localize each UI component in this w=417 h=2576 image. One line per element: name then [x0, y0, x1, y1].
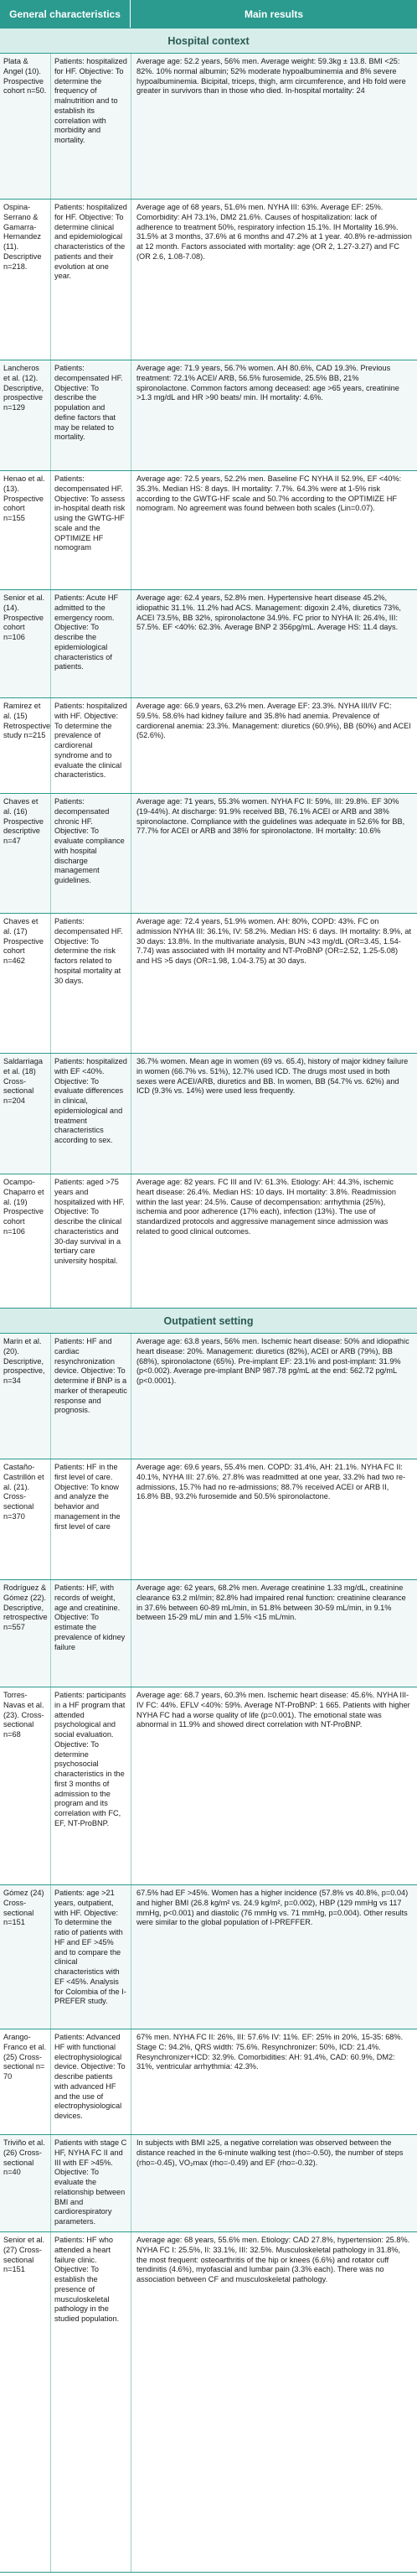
study-reference: Torres-Navas et al. (23). Cross-sectiona…	[3, 1691, 44, 1739]
patients-objective: Patients: HF, with records of weight, ag…	[50, 1580, 131, 1687]
patients-objective: Patients: decompensated chronic HF. Obje…	[50, 794, 131, 913]
patients-objective: Patients: Advanced HF with functional el…	[50, 2029, 131, 2134]
patients-objective: Patients: hospitalized for HF. Objective…	[50, 200, 131, 360]
study-reference: Senior et al. (14). Prospective cohort n…	[3, 593, 45, 642]
table-row: Arango-Franco et al. (25) Cross-sectiona…	[0, 2029, 417, 2134]
main-results: Average age: 62 years, 68.2% men. Averag…	[131, 1580, 417, 1687]
patients-objective: Patients: aged >75 years and hospitalize…	[50, 1174, 131, 1308]
table-row: Ospina-Serrano & Gamarra-Hernandez (11).…	[0, 199, 417, 360]
study-reference: Marin et al. (20). Descriptive, prospect…	[3, 1337, 45, 1386]
main-results: Average age: 68.7 years, 60.3% men. Isch…	[131, 1687, 417, 1884]
main-results: In subjects with BMI ≥25, a negative cor…	[131, 2135, 417, 2231]
study-reference: Henao et al. (13). Prospective cohort n=…	[3, 474, 45, 523]
study-reference: Ocampo-Chaparro et al. (19) Prospective …	[3, 1178, 44, 1236]
patients-objective: Patients with stage C HF, NYHA FC II and…	[50, 2135, 131, 2231]
table-row: Ocampo-Chaparro et al. (19) Prospective …	[0, 1174, 417, 1308]
study-reference: Ospina-Serrano & Gamarra-Hernandez (11).…	[3, 203, 42, 271]
table-row: Marin et al. (20). Descriptive, prospect…	[0, 1333, 417, 1459]
main-results: 67% men. NYHA FC II: 26%, III: 57.6% IV:…	[131, 2029, 417, 2134]
table-row: Castaño-Castrillón et al. (21). Cross-se…	[0, 1459, 417, 1579]
table-row: Senior et al. (14). Prospective cohort n…	[0, 589, 417, 697]
main-results: Average age: 68 years, 55.6% men. Etiolo…	[131, 2232, 417, 2572]
study-reference: Castaño-Castrillón et al. (21). Cross-se…	[3, 1463, 44, 1521]
table-row: Torres-Navas et al. (23). Cross-sectiona…	[0, 1687, 417, 1884]
study-reference: Saldarriaga et al. (18) Cross-sectional …	[3, 1057, 43, 1106]
table-row: Gómez (24) Cross-sectional n=151 Patients…	[0, 1884, 417, 2029]
main-results: Average age: 52.2 years, 56% men. Averag…	[131, 54, 417, 199]
table-row: Chaves et al. (16) Prospective descripti…	[0, 793, 417, 913]
study-reference: Lancheros et al. (12). Descriptive, pros…	[3, 364, 44, 412]
header-main-results: Main results	[244, 8, 304, 20]
patients-objective: Patients: Acute HF admitted to the emerg…	[50, 590, 131, 697]
main-results: Average age: 71.9 years, 56.7% women. AH…	[131, 360, 417, 470]
table-header: General characteristics Main results	[0, 0, 417, 28]
main-results: Average age: 63.8 years, 56% men. Ischem…	[131, 1334, 417, 1459]
table-row: Henao et al. (13). Prospective cohort n=…	[0, 470, 417, 589]
table-row: Triviño et al. (26) Cross-sectional n=40…	[0, 2134, 417, 2231]
main-results: 36.7% women. Mean age in women (69 vs. 6…	[131, 1054, 417, 1174]
main-results: Average age: 71 years, 55.3% women. NYHA…	[131, 794, 417, 913]
patients-objective: Patients: hospitalized with HF. Objectiv…	[50, 698, 131, 793]
table-row: Saldarriaga et al. (18) Cross-sectional …	[0, 1053, 417, 1174]
table-row: Lancheros et al. (12). Descriptive, pros…	[0, 360, 417, 470]
table-row: Chaves et al. (17) Prospective cohort n=…	[0, 913, 417, 1053]
study-reference: Ramirez et al. (15) Retrospective study …	[3, 702, 51, 740]
table-row: Rodríguez & Gómez (22). Descriptive, ret…	[0, 1579, 417, 1687]
study-reference: Triviño et al. (26) Cross-sectional n=40	[3, 2138, 45, 2177]
main-results: Average age: 72.5 years, 52.2% men. Base…	[131, 471, 417, 589]
header-general-characteristics: General characteristics	[0, 0, 131, 28]
patients-objective: Patients: decompensated HF. Objective: T…	[50, 360, 131, 470]
patients-objective: Patients: decompensated HF. Objective: T…	[50, 471, 131, 589]
main-results: 67.5% had EF >45%. Women has a higher in…	[131, 1885, 417, 2029]
table-row: Ramirez et al. (15) Retrospective study …	[0, 697, 417, 793]
study-reference: Chaves et al. (17) Prospective cohort n=…	[3, 917, 44, 966]
section-hospital-context: Hospital context	[0, 28, 417, 54]
study-reference: Senior et al. (27) Cross-sectional n=151	[3, 2236, 45, 2274]
study-reference: Plata & Angel (10). Prospective cohort n…	[3, 57, 47, 96]
patients-objective: Patients: decompensated HF. Objective: T…	[50, 914, 131, 1053]
study-reference: Gómez (24) Cross-sectional n=151	[3, 1889, 44, 1927]
patients-objective: Patients: hospitalized with EF <40%. Obj…	[50, 1054, 131, 1174]
table-bottom-border	[0, 2572, 417, 2576]
main-results: Average age of 68 years, 51.6% men. NYHA…	[131, 200, 417, 360]
patients-objective: Patients: hospitalized for HF. Objective…	[50, 54, 131, 199]
main-results: Average age: 72.4 years, 51.9% women. AH…	[131, 914, 417, 1053]
study-reference: Rodríguez & Gómez (22). Descriptive, ret…	[3, 1583, 48, 1632]
study-reference: Chaves et al. (16) Prospective descripti…	[3, 797, 44, 846]
table-row: Plata & Angel (10). Prospective cohort n…	[0, 53, 417, 199]
main-results: Average age: 82 years. FC III and IV: 61…	[131, 1174, 417, 1308]
section-outpatient-setting: Outpatient setting	[0, 1308, 417, 1335]
patients-objective: Patients: HF in the first level of care.…	[50, 1459, 131, 1579]
table-row: Senior et al. (27) Cross-sectional n=151…	[0, 2231, 417, 2572]
patients-objective: Patients: participants in a HF program t…	[50, 1687, 131, 1884]
patients-objective: Patients: age >21 years, outpatient, wit…	[50, 1885, 131, 2029]
patients-objective: Patients: HF and cardiac resynchronizati…	[50, 1334, 131, 1459]
main-results: Average age: 69.6 years, 55.4% men. COPD…	[131, 1459, 417, 1579]
patients-objective: Patients: HF who attended a heart failur…	[50, 2232, 131, 2572]
main-results: Average age: 62.4 years, 52.8% men. Hype…	[131, 590, 417, 697]
study-reference: Arango-Franco et al. (25) Cross-sectiona…	[3, 2033, 47, 2081]
main-results: Average age: 66.9 years, 63.2% men. Aver…	[131, 698, 417, 793]
